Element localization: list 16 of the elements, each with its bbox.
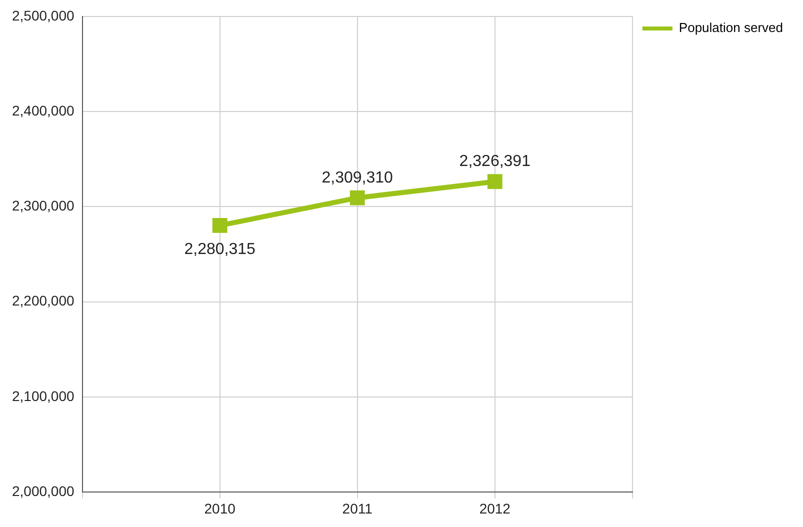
x-tick-label: 2011 xyxy=(342,500,373,516)
point xyxy=(350,190,365,206)
y-tick-label: 2,300,000 xyxy=(12,198,74,214)
x-tick-label: 2012 xyxy=(479,500,511,516)
y-tick-label: 2,000,000 xyxy=(12,483,74,500)
point xyxy=(212,218,228,233)
point xyxy=(487,174,502,190)
y-tick-label: 2,200,000 xyxy=(12,292,74,309)
legend-label: Population served xyxy=(678,20,784,36)
data-label: 2,326,391 xyxy=(459,153,531,170)
y-tick-label: 2,500,000 xyxy=(12,7,74,24)
y-tick-label: 2,400,000 xyxy=(12,102,74,118)
x-tick-label: 2010 xyxy=(204,500,236,516)
data-label: 2,309,310 xyxy=(322,169,394,186)
y-tick-label: 2,100,000 xyxy=(12,388,74,404)
data-label: 2,280,315 xyxy=(184,240,256,258)
